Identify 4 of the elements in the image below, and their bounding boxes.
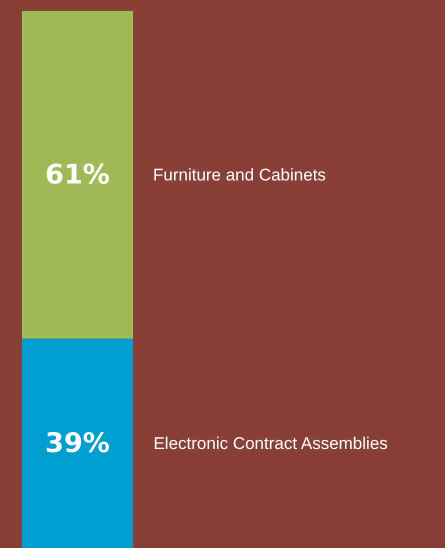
series-label: Furniture and Cabinets: [152, 165, 326, 184]
data-label: 61%: [45, 159, 110, 190]
data-label: 39%: [45, 428, 110, 459]
series-label: Electronic Contract Assemblies: [153, 434, 388, 453]
